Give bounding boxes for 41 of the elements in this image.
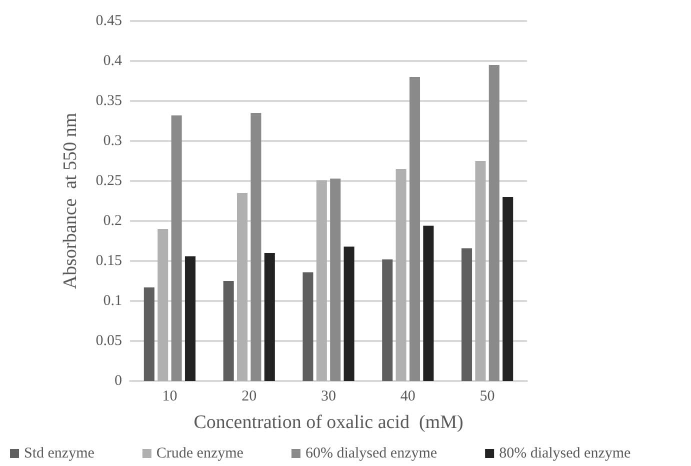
bar [184, 256, 196, 381]
bar [461, 248, 472, 381]
x-tick-label: 40 [400, 388, 416, 404]
x-axis-title: Concentration of oxalic acid (mM) [194, 412, 464, 433]
y-axis-title: Absorbance at 550 nm [60, 112, 81, 290]
bar [488, 65, 500, 381]
bar [330, 178, 341, 381]
bar [423, 226, 434, 381]
y-tick-label: 0.35 [96, 93, 122, 109]
bar [250, 113, 262, 381]
y-tick-label: 0.45 [96, 13, 122, 29]
legend-label: Std enzyme [24, 446, 95, 462]
y-tick-label: 0.3 [103, 133, 122, 149]
y-tick-label: 0.05 [96, 333, 122, 349]
y-tick-label: 0.2 [103, 213, 122, 229]
bar [316, 180, 327, 381]
y-tick-label: 0 [114, 373, 122, 389]
bar [264, 253, 275, 381]
bar [144, 287, 154, 381]
y-tick-label: 0.1 [103, 293, 122, 309]
legend-label: Crude enzyme [156, 446, 244, 462]
y-tick-label: 0.15 [96, 253, 122, 269]
legend-label: 60% dialysed enzyme [305, 446, 438, 462]
bar [223, 281, 234, 381]
bar [171, 115, 182, 381]
bar [344, 246, 354, 381]
bar [236, 193, 248, 381]
bar [475, 161, 486, 381]
bar [158, 229, 168, 381]
x-tick-label: 30 [321, 388, 336, 404]
bar [302, 272, 314, 381]
x-tick-label: 20 [242, 388, 257, 404]
legend-label: 80% dialysed enzyme [499, 446, 632, 462]
bar [382, 259, 393, 381]
x-tick-label: 10 [162, 388, 178, 404]
y-tick-label: 0.25 [96, 173, 122, 189]
x-tick-label: 50 [480, 388, 495, 404]
y-tick-label: 0.4 [103, 53, 122, 69]
bar [409, 77, 420, 381]
bar [502, 197, 514, 381]
bar [396, 169, 406, 381]
